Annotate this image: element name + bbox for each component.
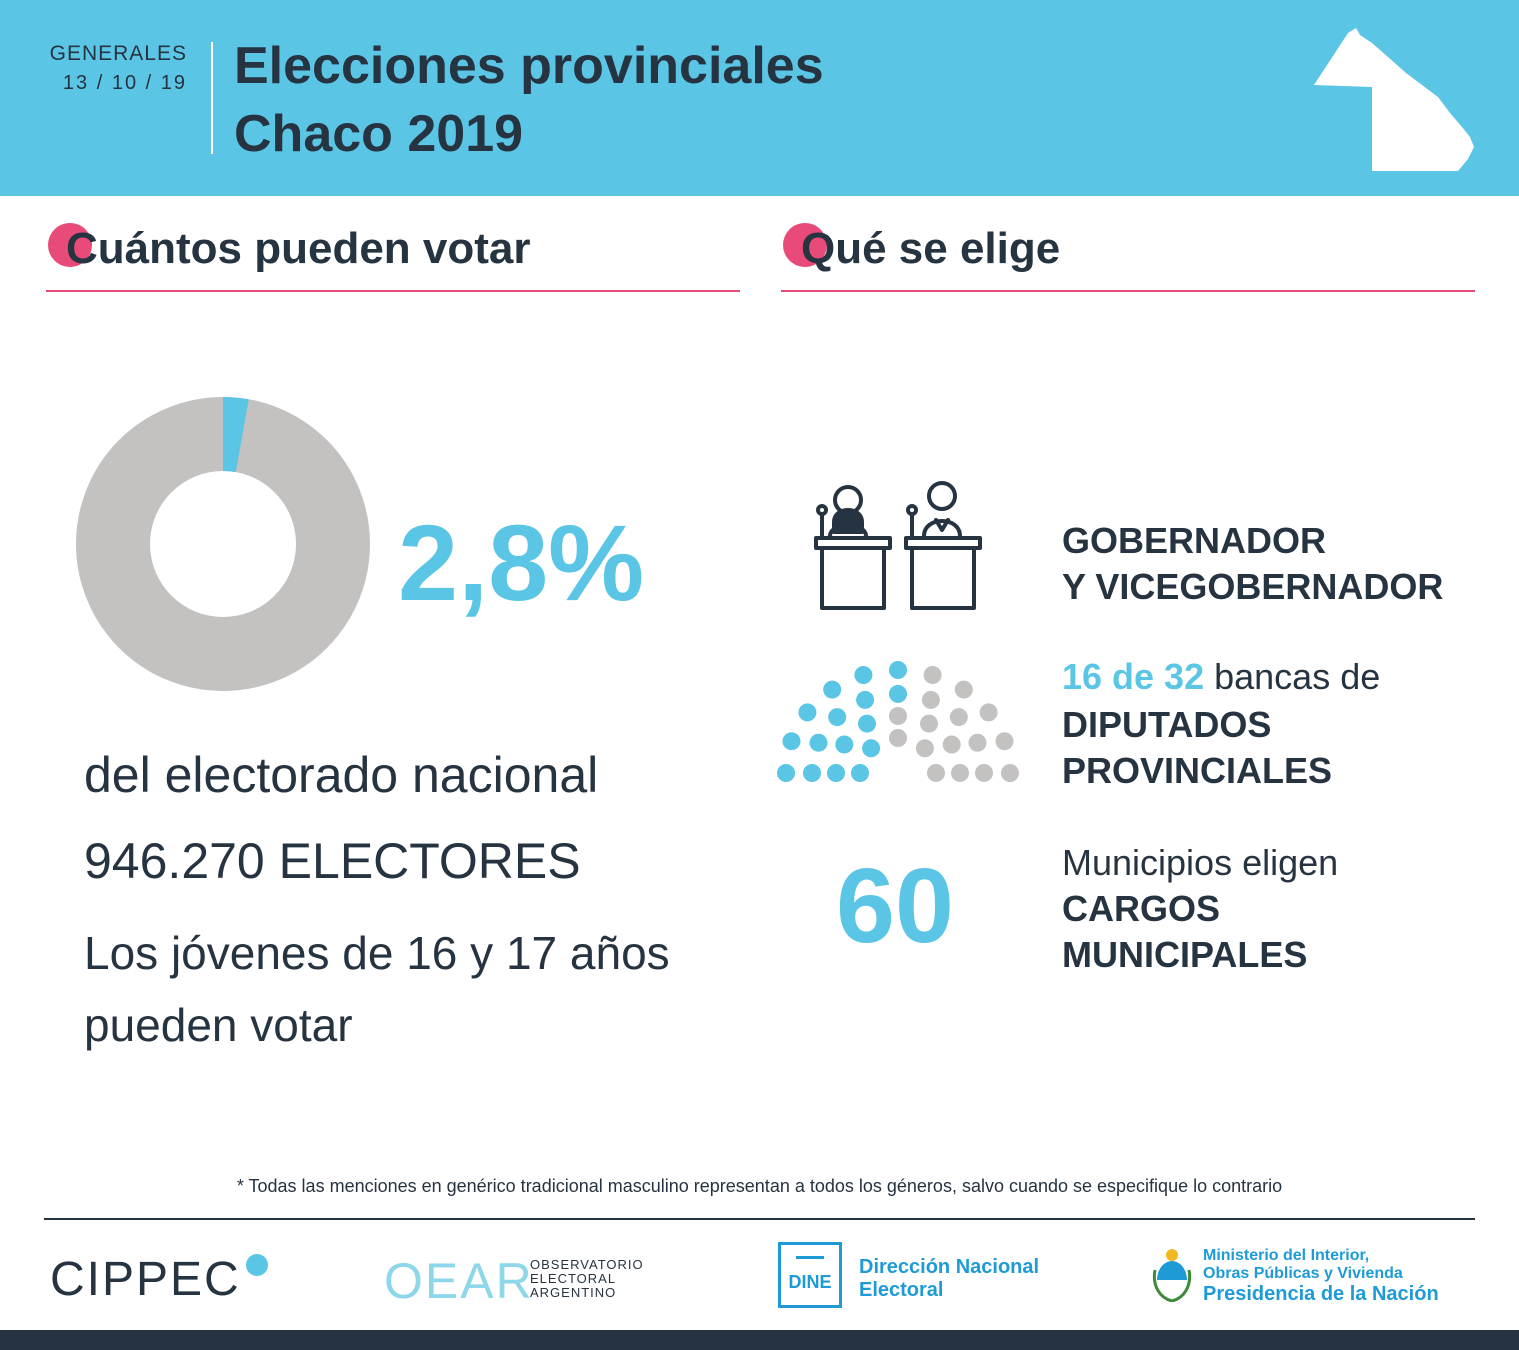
seat-elected [809,733,828,752]
governor-line2: Y VICEGOBERNADOR [1062,566,1444,607]
jovenes-line2: pueden votar [84,999,353,1051]
ministerio-line2: Obras Públicas y Vivienda [1203,1265,1403,1282]
podium-icon [814,481,982,610]
percentage-value: 2,8% [398,502,645,623]
ministerio-line1: Ministerio del Interior, [1203,1247,1370,1264]
seat-not-elected [968,733,987,752]
seat-elected [862,739,881,758]
section-title-que-se-elige: Qué se elige [801,224,1061,273]
section-underline-right [781,290,1475,292]
municipios-label: Municipios eligen [1062,842,1339,883]
electorado-label: del electorado nacional [84,747,599,803]
seat-not-elected [942,735,961,754]
seat-not-elected [915,739,934,758]
bottom-bar [0,1330,1519,1350]
oear-subtitle-2: ELECTORAL [530,1271,617,1286]
donut-chart [76,397,370,691]
seat-elected [823,680,842,699]
dine-logo-box [778,1242,842,1308]
cargos-line2: MUNICIPALES [1062,934,1308,975]
cargos-line1: CARGOS [1062,888,1221,929]
seat-elected [782,732,801,751]
seat-not-elected [923,666,942,684]
donut-chaco-segment [76,397,370,691]
seat-elected [858,714,876,733]
seat-not-elected [920,714,938,733]
seat-elected [889,684,907,703]
section-dot-left [48,223,92,267]
seat-elected [827,764,845,782]
election-type-label: GENERALES [49,42,187,65]
seat-elected [856,690,875,709]
parliament-seats-chart [777,661,1019,782]
dine-name-line1: Dirección Nacional [859,1256,1040,1278]
cippec-logo: CIPPEC [50,1253,241,1306]
seat-elected [803,764,821,782]
bancas-label: bancas de [1204,656,1381,697]
seat-not-elected [889,729,907,747]
oear-subtitle-3: ARGENTINO [530,1285,617,1300]
seat-elected [854,666,873,684]
seat-not-elected [949,708,968,727]
argentina-coat-of-arms-icon [1152,1249,1192,1302]
dine-logo-text: DINE [788,1272,832,1292]
page-title-line1: Elecciones provinciales [234,37,824,95]
seat-not-elected [975,764,993,782]
header-banner [0,0,1519,196]
seat-elected [798,703,817,722]
seat-not-elected [995,732,1014,751]
seat-elected [828,708,847,727]
seat-not-elected [1001,764,1019,782]
electores-label: ELECTORES [278,833,581,889]
dine-name-line2: Electoral [859,1279,944,1301]
seat-elected [777,764,795,782]
page-title-line2: Chaco 2019 [234,105,524,163]
municipios-number: 60 [836,847,954,965]
diputados-line2: PROVINCIALES [1062,750,1333,791]
dine-logo-bar [796,1256,824,1259]
seat-not-elected [927,764,945,782]
seat-elected [851,764,869,782]
seat-not-elected [951,764,969,782]
diputados-line1: DIPUTADOS [1062,704,1272,745]
footer-divider [44,1218,1475,1220]
footnote: * Todas las menciones en genérico tradic… [236,1176,1283,1196]
governor-line1: GOBERNADOR [1062,520,1327,561]
bancas-text: 16 de 32 bancas de [1062,656,1380,698]
seat-not-elected [921,690,940,709]
seat-elected [889,661,907,679]
presidencia-label: Presidencia de la Nación [1203,1283,1439,1305]
section-underline-left [46,290,740,292]
electores-count: 946.270 ELECTORES [84,832,581,890]
election-date: 13 / 10 / 19 [62,72,187,94]
cippec-mark-icon [246,1254,268,1276]
oear-logo: OEAR [384,1253,534,1309]
oear-subtitle-1: OBSERVATORIO [530,1257,644,1272]
electores-number: 946.270 [84,833,265,889]
section-title-cuantos: Cuántos pueden votar [66,224,531,273]
seat-not-elected [954,680,973,699]
jovenes-line1: Los jóvenes de 16 y 17 años [84,927,670,979]
seat-not-elected [889,707,907,725]
section-dot-right [783,223,827,267]
header-divider [211,42,213,154]
seat-not-elected [979,703,998,722]
chaco-province-map-icon [1314,28,1474,171]
bancas-seats-count: 16 de 32 [1062,656,1205,697]
seat-elected [835,735,854,754]
